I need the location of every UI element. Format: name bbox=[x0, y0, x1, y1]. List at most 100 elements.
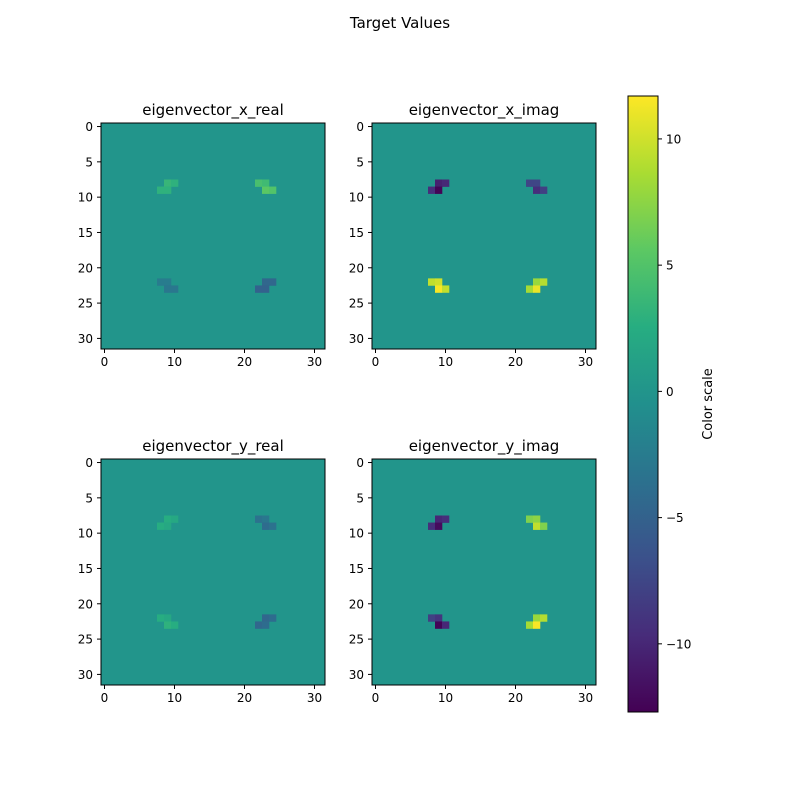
heatmap-cell bbox=[540, 614, 548, 622]
x-tick-label: 0 bbox=[372, 355, 380, 369]
x-tick-label: 10 bbox=[438, 355, 453, 369]
y-tick-label: 5 bbox=[85, 155, 93, 169]
heatmap-cell bbox=[164, 522, 172, 530]
axes-frame bbox=[100, 458, 326, 686]
y-tick-label: 20 bbox=[78, 597, 93, 611]
colorbar-tick-label: 0 bbox=[666, 385, 674, 399]
heatmap-cell bbox=[428, 186, 436, 194]
figure-title: Target Values bbox=[349, 14, 450, 32]
heatmap-panel: eigenvector_y_imag 0 10 20 30 0 5 10 15 20 25 30 bbox=[349, 437, 597, 705]
heatmap-cell bbox=[435, 285, 443, 293]
heatmap-cell bbox=[435, 522, 443, 530]
y-tick-label: 15 bbox=[349, 562, 364, 576]
heatmap-cell bbox=[269, 278, 277, 286]
heatmap-cell bbox=[157, 186, 165, 194]
y-tick-label: 25 bbox=[78, 633, 93, 647]
axes-frame bbox=[371, 122, 597, 350]
colorbar-frame bbox=[627, 95, 659, 713]
y-tick-label: 30 bbox=[78, 668, 93, 682]
colorbar-tick-label: 5 bbox=[666, 259, 674, 273]
colorbar-label: Color scale bbox=[701, 368, 716, 440]
panel-title: eigenvector_y_imag bbox=[409, 437, 560, 456]
heatmap-cell bbox=[262, 522, 270, 530]
y-tick-label: 10 bbox=[78, 191, 93, 205]
heatmap-cell bbox=[442, 621, 450, 629]
heatmap-cell bbox=[533, 278, 541, 286]
y-tick-label: 5 bbox=[356, 491, 364, 505]
heatmap-cell bbox=[255, 515, 263, 523]
heatmap-cell bbox=[435, 621, 443, 629]
heatmap-panel: eigenvector_x_imag 0 10 20 30 0 5 10 15 20 25 30 bbox=[349, 101, 597, 369]
heatmap-cell bbox=[262, 515, 270, 523]
colorbar-tick-label: −10 bbox=[666, 637, 691, 651]
heatmap-cell bbox=[526, 285, 534, 293]
y-tick-label: 0 bbox=[356, 456, 364, 470]
heatmap-cell bbox=[164, 614, 172, 622]
y-tick-label: 0 bbox=[85, 456, 93, 470]
y-tick-label: 30 bbox=[349, 668, 364, 682]
x-tick-label: 20 bbox=[508, 691, 523, 705]
heatmap-panel: eigenvector_y_real 0 10 20 30 0 5 10 15 20 25 30 bbox=[78, 437, 326, 705]
y-tick-label: 0 bbox=[356, 120, 364, 134]
axes-frame bbox=[100, 122, 326, 350]
y-tick-label: 15 bbox=[78, 562, 93, 576]
heatmap-cell bbox=[540, 186, 548, 194]
heatmap-panel: eigenvector_x_real 0 10 20 30 0 5 10 15 20 25 30 bbox=[78, 101, 326, 369]
x-tick-label: 0 bbox=[101, 355, 109, 369]
y-tick-label: 10 bbox=[78, 527, 93, 541]
heatmap-cell bbox=[164, 278, 172, 286]
heatmap-cell bbox=[435, 278, 443, 286]
heatmap-cell bbox=[526, 179, 534, 187]
y-tick-label: 10 bbox=[349, 527, 364, 541]
heatmap-cell bbox=[435, 179, 443, 187]
x-tick-label: 0 bbox=[372, 691, 380, 705]
heatmap-background bbox=[101, 459, 325, 685]
heatmap-cell bbox=[435, 186, 443, 194]
heatmap-background bbox=[372, 123, 596, 349]
x-tick-label: 20 bbox=[237, 691, 252, 705]
heatmap-cell bbox=[428, 614, 436, 622]
heatmap-cell bbox=[526, 621, 534, 629]
x-tick-label: 20 bbox=[237, 355, 252, 369]
heatmap-cell bbox=[269, 614, 277, 622]
heatmap-cell bbox=[164, 515, 172, 523]
heatmap-cell bbox=[428, 278, 436, 286]
heatmap-cell bbox=[262, 621, 270, 629]
heatmap-background bbox=[101, 123, 325, 349]
heatmap-cell bbox=[269, 522, 277, 530]
heatmap-cell bbox=[533, 522, 541, 530]
y-tick-label: 5 bbox=[85, 491, 93, 505]
heatmap-cell bbox=[262, 186, 270, 194]
heatmap-cell bbox=[171, 515, 179, 523]
y-tick-label: 25 bbox=[349, 297, 364, 311]
y-tick-label: 30 bbox=[349, 332, 364, 346]
heatmap-cell bbox=[533, 179, 541, 187]
heatmap-cell bbox=[435, 515, 443, 523]
y-tick-label: 25 bbox=[78, 297, 93, 311]
heatmap-cell bbox=[164, 285, 172, 293]
heatmap-cell bbox=[533, 614, 541, 622]
x-tick-label: 10 bbox=[167, 691, 182, 705]
heatmap-background bbox=[372, 459, 596, 685]
x-tick-label: 20 bbox=[508, 355, 523, 369]
x-tick-label: 10 bbox=[167, 355, 182, 369]
heatmap-cell bbox=[435, 614, 443, 622]
heatmap-cell bbox=[255, 285, 263, 293]
heatmap-cell bbox=[540, 278, 548, 286]
heatmap-cell bbox=[428, 522, 436, 530]
panel-title: eigenvector_y_real bbox=[142, 437, 284, 456]
y-tick-label: 25 bbox=[349, 633, 364, 647]
heatmap-cell bbox=[164, 179, 172, 187]
y-tick-label: 30 bbox=[78, 332, 93, 346]
heatmap-cell bbox=[533, 285, 541, 293]
heatmap-cell bbox=[171, 285, 179, 293]
heatmap-cell bbox=[164, 621, 172, 629]
heatmap-cell bbox=[442, 285, 450, 293]
colorbar: −10 −5 0 5 10 Color scale bbox=[627, 95, 716, 713]
panel-title: eigenvector_x_imag bbox=[409, 101, 560, 120]
heatmap-cell bbox=[171, 621, 179, 629]
y-tick-label: 20 bbox=[349, 261, 364, 275]
